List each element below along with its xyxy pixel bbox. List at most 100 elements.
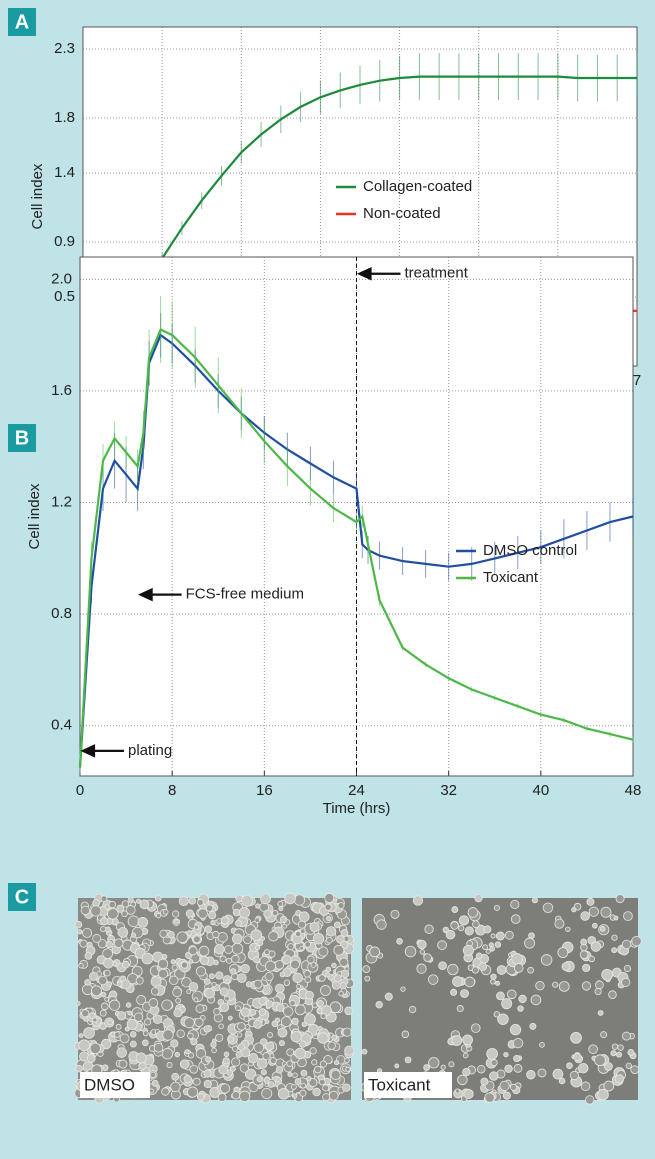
cell [312,933,325,945]
cell [235,919,242,927]
cell [176,1029,185,1038]
cell [127,896,134,903]
cell [594,987,602,996]
cell [416,963,427,974]
cell [254,917,261,924]
cell [463,1088,474,1100]
cell [176,931,189,944]
cell [78,963,84,969]
cell [464,926,474,936]
cell [253,1042,264,1053]
cell [369,946,381,958]
cell [621,977,631,987]
cell [240,963,250,974]
cell [309,921,320,932]
cell [220,916,230,925]
cell [218,1064,229,1075]
cell [483,925,492,934]
cell [116,981,123,987]
cell [157,958,169,970]
cell [571,907,577,913]
cell [204,925,213,934]
cell [142,1030,149,1037]
cell [283,1006,294,1017]
y-tick-label: 1.2 [51,494,72,511]
cell [344,1006,353,1016]
cell [89,971,99,981]
cell [113,938,124,948]
cell [170,1039,179,1048]
micrograph: DMSO [74,892,355,1104]
cell [263,949,271,956]
y-tick-label: 0.8 [51,605,72,622]
cell [121,960,130,969]
cell [502,1091,511,1100]
cell [86,1054,96,1063]
cell [218,1023,224,1030]
cell [116,1047,127,1058]
cell [100,926,107,933]
cell [331,1034,338,1041]
cell [90,905,102,917]
cell [599,926,606,932]
y-tick-label: 0.4 [51,717,72,734]
cell [166,1062,173,1069]
y-tick-label: 2.3 [54,40,75,57]
cell [141,1039,149,1047]
cell [490,978,496,985]
cell [277,1087,290,1100]
cell [250,929,263,942]
cell [301,1021,308,1028]
cell [256,1076,263,1083]
cell [517,1005,524,1012]
cell [203,978,211,985]
cell [89,1042,101,1054]
cell [260,893,271,905]
cell [600,906,612,918]
cell [580,911,590,921]
cell [298,911,310,923]
cell [275,1076,281,1083]
cell [423,1064,430,1071]
x-tick-label: 24 [348,782,365,799]
annotation-arrow [356,267,401,281]
cell [161,1048,174,1060]
cell [539,1042,545,1048]
cell [239,1063,250,1073]
x-tick-label: 8 [168,782,176,799]
cell [203,1025,211,1033]
cell [284,892,296,905]
cell [262,1052,271,1061]
cell [554,918,565,929]
cell [296,983,302,989]
cell [376,919,387,930]
annotation-text: plating [128,742,172,759]
cell [286,1060,293,1067]
cell [170,959,176,965]
cell [144,1018,152,1026]
cell [490,933,496,939]
cell [245,981,253,988]
cell [561,962,571,971]
panel-label: A [15,11,29,33]
cell [305,990,314,1000]
cell [401,1030,410,1039]
cell [617,1044,624,1051]
cell [464,976,476,988]
cell [264,960,277,972]
annotation-text: FCS-free medium [186,586,304,603]
cell [361,1048,368,1055]
cell [255,944,261,951]
cell [325,972,331,978]
cell [611,1043,619,1050]
cell [309,1047,317,1055]
cell [88,1012,96,1019]
cell [603,1080,615,1092]
cell [447,963,459,976]
cell [524,937,536,949]
cell [325,926,337,937]
cell [506,989,517,1000]
y-tick-label: 1.6 [51,382,72,399]
cell [249,1009,257,1016]
cell [135,1052,147,1064]
